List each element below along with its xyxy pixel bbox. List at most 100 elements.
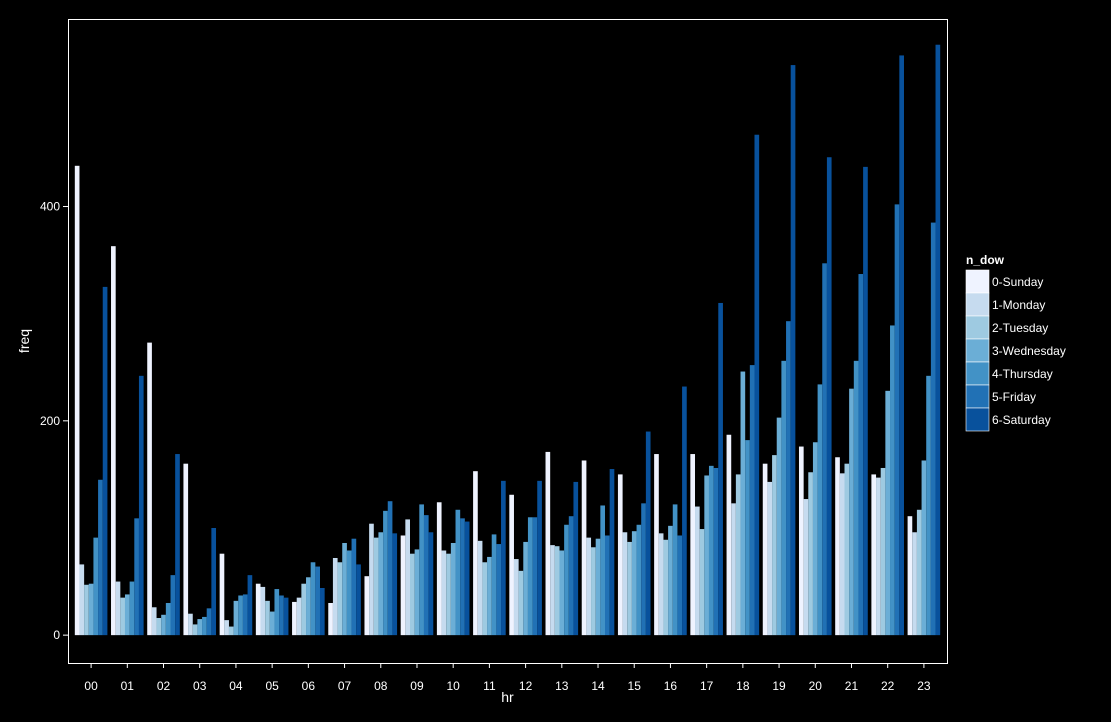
y-tick-label-0: 0	[53, 628, 60, 642]
bar-06-0-Sunday	[292, 601, 297, 636]
bar-02-2-Tuesday	[156, 618, 162, 636]
bar-23-1-Monday	[912, 532, 917, 636]
bar-22-4-Thursday	[890, 325, 895, 636]
x-tick-label-12: 12	[519, 679, 533, 693]
legend-key-6-Saturday	[965, 407, 990, 432]
bar-21-6-Saturday	[863, 166, 868, 636]
legend-key-2-Tuesday	[965, 315, 990, 340]
bar-16-4-Thursday	[672, 504, 678, 636]
bar-09-0-Sunday	[400, 535, 406, 636]
bar-10-5-Friday	[460, 518, 465, 636]
x-tick-label-10: 10	[447, 679, 461, 693]
bar-10-4-Thursday	[455, 509, 461, 636]
bar-11-6-Saturday	[501, 480, 506, 636]
bar-02-5-Friday	[170, 575, 176, 636]
bar-03-6-Saturday	[211, 527, 217, 636]
bar-06-6-Saturday	[319, 587, 325, 636]
x-tick-label-06: 06	[302, 679, 316, 693]
x-axis-title: hr	[501, 689, 514, 705]
bar-01-5-Friday	[134, 518, 139, 636]
x-tick-label-16: 16	[664, 679, 678, 693]
bar-17-0-Sunday	[690, 454, 696, 636]
bar-13-2-Tuesday	[554, 546, 560, 636]
bar-07-3-Wednesday	[342, 542, 347, 636]
bar-01-4-Thursday	[129, 581, 135, 636]
bar-19-3-Wednesday	[776, 417, 782, 636]
bar-01-2-Tuesday	[120, 597, 125, 636]
x-tick-label-03: 03	[193, 679, 207, 693]
bar-22-6-Saturday	[899, 55, 904, 636]
bar-10-1-Monday	[441, 550, 447, 636]
bar-03-4-Thursday	[202, 616, 207, 636]
x-tick-label-01: 01	[121, 679, 135, 693]
bars-layer	[74, 44, 941, 636]
bar-10-3-Wednesday	[450, 542, 456, 636]
bar-04-5-Friday	[242, 594, 248, 636]
legend-label-5-Friday: 5-Friday	[992, 390, 1036, 404]
bar-12-5-Friday	[532, 517, 538, 636]
bar-17-6-Saturday	[718, 302, 723, 636]
bar-03-5-Friday	[206, 608, 212, 636]
bar-05-1-Monday	[260, 586, 266, 636]
bar-08-4-Thursday	[383, 510, 388, 636]
bar-19-1-Monday	[767, 481, 773, 636]
x-tick-label-08: 08	[374, 679, 388, 693]
bar-20-1-Monday	[803, 499, 809, 636]
bar-12-0-Sunday	[509, 494, 514, 636]
bar-01-3-Wednesday	[124, 594, 130, 636]
y-axis: 0 200 400	[40, 200, 68, 642]
bar-16-2-Tuesday	[663, 539, 669, 636]
bar-06-1-Monday	[296, 597, 302, 636]
y-tick-label-400: 400	[40, 200, 60, 214]
bar-14-6-Saturday	[609, 469, 615, 636]
bar-16-3-Wednesday	[668, 525, 673, 636]
bar-09-2-Tuesday	[410, 553, 415, 636]
bar-18-4-Thursday	[745, 440, 750, 636]
bar-10-2-Tuesday	[446, 553, 451, 636]
y-tick-label-200: 200	[40, 414, 60, 428]
bar-15-2-Tuesday	[627, 541, 632, 636]
bar-00-6-Saturday	[102, 286, 108, 636]
bar-12-4-Thursday	[527, 517, 533, 636]
bar-22-1-Monday	[876, 477, 881, 636]
bar-13-6-Saturday	[573, 481, 579, 636]
legend-items: 0-Sunday 1-Monday 2-Tuesday 3-Wednesday 4-Th…	[965, 269, 1066, 432]
bar-23-2-Tuesday	[916, 509, 922, 636]
bar-01-1-Monday	[115, 581, 121, 636]
bar-07-6-Saturday	[356, 564, 361, 636]
x-tick-label-13: 13	[555, 679, 569, 693]
bar-06-4-Thursday	[310, 562, 316, 636]
legend-label-1-Monday: 1-Monday	[992, 298, 1045, 312]
bar-13-3-Wednesday	[559, 550, 565, 636]
bar-10-6-Saturday	[464, 521, 470, 636]
bar-04-3-Wednesday	[233, 600, 239, 636]
x-tick-label-05: 05	[265, 679, 279, 693]
bar-23-5-Friday	[930, 222, 936, 636]
bar-05-3-Wednesday	[269, 611, 275, 636]
panel-border	[68, 19, 948, 664]
bar-06-2-Tuesday	[301, 583, 307, 636]
legend-label-6-Saturday: 6-Saturday	[992, 413, 1051, 427]
bar-08-2-Tuesday	[373, 537, 379, 636]
bar-18-2-Tuesday	[735, 474, 741, 636]
bar-21-5-Friday	[858, 274, 864, 636]
bar-23-4-Thursday	[926, 375, 931, 636]
bar-08-5-Friday	[387, 501, 393, 636]
bar-18-5-Friday	[749, 365, 755, 636]
bar-12-3-Wednesday	[523, 541, 528, 636]
x-tick-label-11: 11	[483, 679, 496, 693]
bar-21-4-Thursday	[853, 360, 859, 636]
bar-09-1-Monday	[405, 519, 410, 636]
bar-13-4-Thursday	[564, 524, 569, 636]
bar-14-5-Friday	[605, 535, 610, 636]
bar-18-1-Monday	[731, 503, 736, 636]
legend-label-0-Sunday: 0-Sunday	[992, 275, 1043, 289]
bar-01-6-Saturday	[138, 375, 144, 636]
x-tick-label-09: 09	[410, 679, 424, 693]
bar-09-4-Thursday	[419, 504, 424, 636]
bar-13-5-Friday	[568, 516, 574, 636]
bar-05-5-Friday	[279, 595, 284, 636]
bar-16-5-Friday	[677, 535, 683, 636]
bar-15-4-Thursday	[636, 524, 642, 636]
